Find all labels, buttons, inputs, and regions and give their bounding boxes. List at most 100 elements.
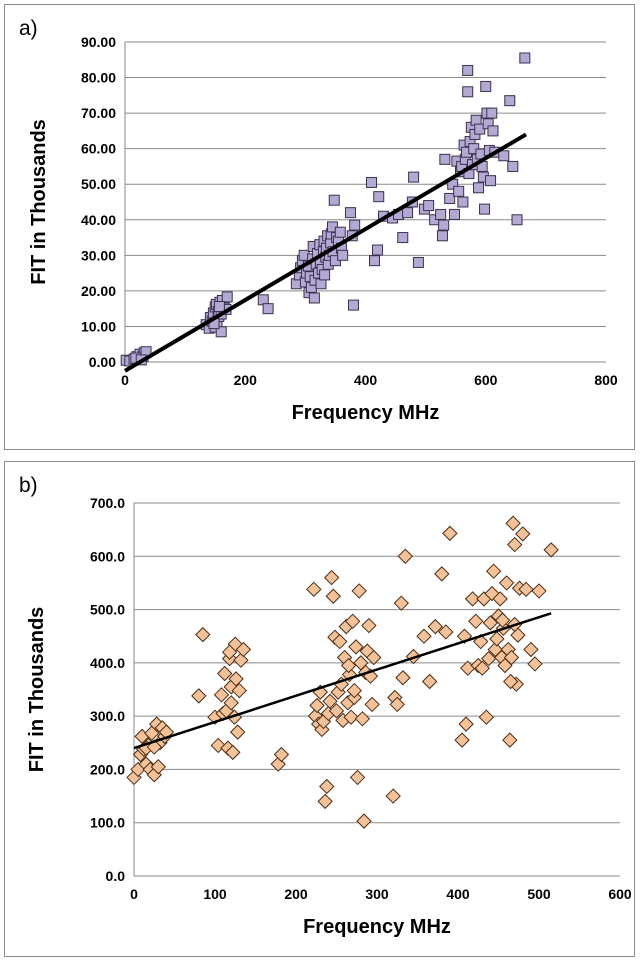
data-point-square	[408, 171, 420, 183]
y-tick-label: 100.0	[90, 815, 125, 831]
data-point-diamond	[474, 660, 491, 676]
data-point-diamond	[346, 682, 363, 699]
x-axis-title: Frequency MHz	[303, 916, 451, 938]
data-point-diamond	[340, 657, 357, 674]
data-point-diamond	[498, 575, 515, 591]
data-point-square	[213, 301, 225, 313]
data-point-square	[328, 194, 340, 206]
data-point-square	[507, 160, 519, 172]
x-tick-label: 500	[527, 886, 551, 902]
data-point-diamond	[531, 583, 547, 599]
data-point-square	[436, 230, 448, 242]
data-point-diamond	[150, 759, 167, 775]
y-tick-label: 70.00	[81, 105, 116, 121]
x-tick-label: 100	[203, 886, 227, 902]
data-point-square	[448, 208, 460, 220]
x-tick-label: 400	[354, 372, 378, 388]
data-point-diamond	[309, 697, 325, 714]
data-point-diamond	[505, 515, 521, 531]
data-point-square	[337, 249, 349, 261]
data-point-diamond	[323, 569, 340, 586]
chart-a-svg: 0.00 10.00 20.00 30.00 40.00 50.00 60.00 70.00 8…	[28, 34, 618, 424]
data-point-diamond	[328, 703, 345, 719]
data-point-square	[487, 125, 499, 137]
data-point-diamond	[523, 641, 539, 658]
data-point-square	[215, 326, 227, 338]
data-point-diamond	[233, 652, 249, 668]
data-point-square	[453, 185, 465, 197]
data-point-diamond	[485, 563, 502, 579]
data-point-square	[221, 291, 233, 303]
data-point-diamond	[458, 716, 474, 732]
data-point-square	[511, 214, 523, 226]
data-point-square	[485, 175, 497, 187]
data-point-diamond	[228, 671, 244, 687]
data-point-square	[308, 292, 320, 304]
data-point-square	[344, 207, 356, 219]
data-point-square	[412, 256, 424, 268]
data-point-diamond	[515, 526, 531, 542]
data-point-diamond	[322, 693, 338, 709]
y-tick-label: 0.0	[106, 868, 126, 884]
data-point-diamond	[344, 613, 361, 630]
x-tick-label: 0	[121, 372, 129, 388]
y-tick-label: 700.0	[90, 495, 125, 511]
data-point-diamond	[503, 649, 520, 666]
data-point-square	[457, 196, 469, 208]
data-point-square	[372, 244, 384, 256]
data-point-diamond	[235, 641, 252, 658]
data-point-diamond	[361, 617, 377, 634]
data-point-diamond	[389, 696, 405, 713]
x-tick-label: 600	[474, 372, 498, 388]
data-point-diamond	[223, 695, 239, 711]
chart-panel-a: a) 0.00 10.00 20.00 30.00 40.00 50.00 60.00 70.…	[4, 4, 635, 450]
data-point-diamond	[543, 542, 559, 558]
y-tick-label: 20.00	[81, 283, 116, 299]
data-point-diamond	[434, 566, 450, 582]
y-tick-label: 90.00	[81, 34, 116, 50]
data-point-diamond	[442, 525, 458, 542]
data-point-diamond	[492, 591, 508, 607]
data-point-square	[349, 219, 361, 231]
data-point-diamond	[385, 788, 401, 804]
trendline	[133, 612, 552, 750]
data-point-diamond	[356, 813, 372, 829]
panel-label-b: b)	[19, 474, 38, 497]
data-point-diamond	[325, 588, 341, 604]
data-point-diamond	[319, 778, 335, 795]
y-tick-label: 200.0	[90, 761, 125, 777]
y-axis-title: FIT in Thousands	[28, 119, 50, 285]
data-point-diamond	[273, 746, 290, 763]
data-point-diamond	[349, 769, 366, 786]
data-point-square	[473, 182, 485, 194]
data-point-square	[319, 269, 331, 281]
data-point-square	[334, 226, 346, 238]
y-axis-title: FIT in Thousands	[26, 607, 48, 773]
data-point-diamond	[354, 711, 371, 727]
data-point-diamond	[351, 583, 367, 599]
data-point-diamond	[221, 644, 238, 660]
data-point-square	[435, 208, 447, 220]
data-point-square	[423, 200, 435, 212]
data-point-diamond	[478, 709, 495, 725]
data-point-square	[479, 203, 491, 215]
x-tick-label: 600	[608, 886, 632, 902]
data-point-diamond	[502, 732, 518, 748]
y-tick-label: 400.0	[90, 655, 125, 671]
data-point-square	[397, 232, 409, 244]
data-point-square	[462, 64, 474, 76]
data-point-diamond	[191, 688, 207, 704]
data-point-square	[462, 86, 474, 98]
y-tick-label: 600.0	[90, 548, 125, 564]
data-point-diamond	[343, 709, 359, 725]
data-point-diamond	[506, 536, 523, 553]
data-point-diamond	[364, 696, 380, 713]
data-point-diamond	[217, 665, 233, 682]
data-point-diamond	[482, 615, 499, 631]
y-tick-label: 500.0	[90, 602, 125, 618]
y-tick-label: 40.00	[81, 212, 116, 228]
y-tick-label: 10.00	[81, 318, 116, 334]
data-point-square	[366, 176, 378, 188]
data-point-diamond	[213, 687, 230, 703]
data-point-square	[480, 80, 492, 92]
